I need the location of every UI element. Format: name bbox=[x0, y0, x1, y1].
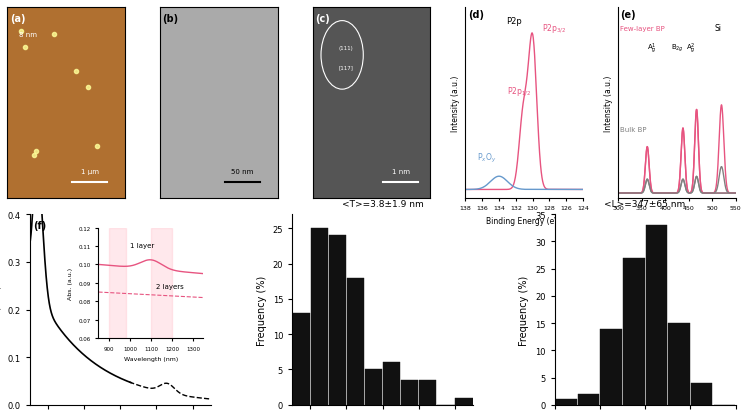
Y-axis label: Intensity (a.u.): Intensity (a.u.) bbox=[451, 75, 460, 131]
Text: P2p$_{3/2}$: P2p$_{3/2}$ bbox=[542, 22, 566, 35]
Title: <T>=3.8±1.9 nm: <T>=3.8±1.9 nm bbox=[342, 199, 424, 209]
Bar bbox=[646, 225, 667, 405]
Text: [117]: [117] bbox=[339, 65, 354, 70]
Y-axis label: Frequency (%): Frequency (%) bbox=[519, 275, 529, 345]
Bar bbox=[329, 236, 346, 405]
X-axis label: Binding Energy (eV): Binding Energy (eV) bbox=[486, 216, 562, 225]
Text: (f): (f) bbox=[33, 221, 47, 230]
Text: 1 nm: 1 nm bbox=[392, 169, 410, 175]
Bar bbox=[578, 394, 600, 405]
Bar bbox=[555, 399, 577, 405]
Bar bbox=[668, 323, 690, 405]
Text: A$^2_g$: A$^2_g$ bbox=[687, 41, 696, 55]
Bar bbox=[600, 329, 622, 405]
Y-axis label: Abs. (a.u.): Abs. (a.u.) bbox=[0, 285, 2, 335]
Text: Few-layer BP: Few-layer BP bbox=[620, 26, 665, 32]
Bar bbox=[419, 380, 436, 405]
Text: B$_{2g}$: B$_{2g}$ bbox=[671, 43, 684, 54]
Text: P2p$_{1/2}$: P2p$_{1/2}$ bbox=[507, 85, 531, 98]
Text: P$_x$O$_y$: P$_x$O$_y$ bbox=[477, 152, 496, 165]
Text: (111): (111) bbox=[339, 46, 354, 51]
Text: A$^1_g$: A$^1_g$ bbox=[647, 41, 658, 55]
Text: 1 μm: 1 μm bbox=[81, 169, 99, 175]
Text: Si: Si bbox=[715, 24, 721, 33]
Bar bbox=[347, 278, 364, 405]
Text: 50 nm: 50 nm bbox=[231, 169, 253, 175]
Bar bbox=[383, 363, 400, 405]
Bar bbox=[401, 380, 418, 405]
Text: (c): (c) bbox=[315, 14, 330, 24]
Bar bbox=[455, 398, 473, 405]
Bar bbox=[691, 383, 713, 405]
Bar bbox=[293, 313, 310, 405]
Text: (b): (b) bbox=[163, 14, 178, 24]
Text: P2p: P2p bbox=[507, 17, 522, 26]
Y-axis label: Intensity (a.u.): Intensity (a.u.) bbox=[603, 75, 612, 131]
Text: (a): (a) bbox=[10, 14, 25, 24]
Bar bbox=[311, 229, 328, 405]
Title: <L>=347±65 nm: <L>=347±65 nm bbox=[605, 199, 686, 209]
X-axis label: Raman shift (cm⁻¹): Raman shift (cm⁻¹) bbox=[640, 216, 713, 225]
Text: (e): (e) bbox=[620, 10, 636, 20]
Bar bbox=[365, 370, 382, 405]
Text: Bulk BP: Bulk BP bbox=[620, 127, 647, 133]
Text: (d): (d) bbox=[468, 10, 484, 20]
Bar bbox=[623, 258, 644, 405]
Y-axis label: Frequency (%): Frequency (%) bbox=[257, 275, 267, 345]
Text: 8 nm: 8 nm bbox=[19, 32, 37, 38]
